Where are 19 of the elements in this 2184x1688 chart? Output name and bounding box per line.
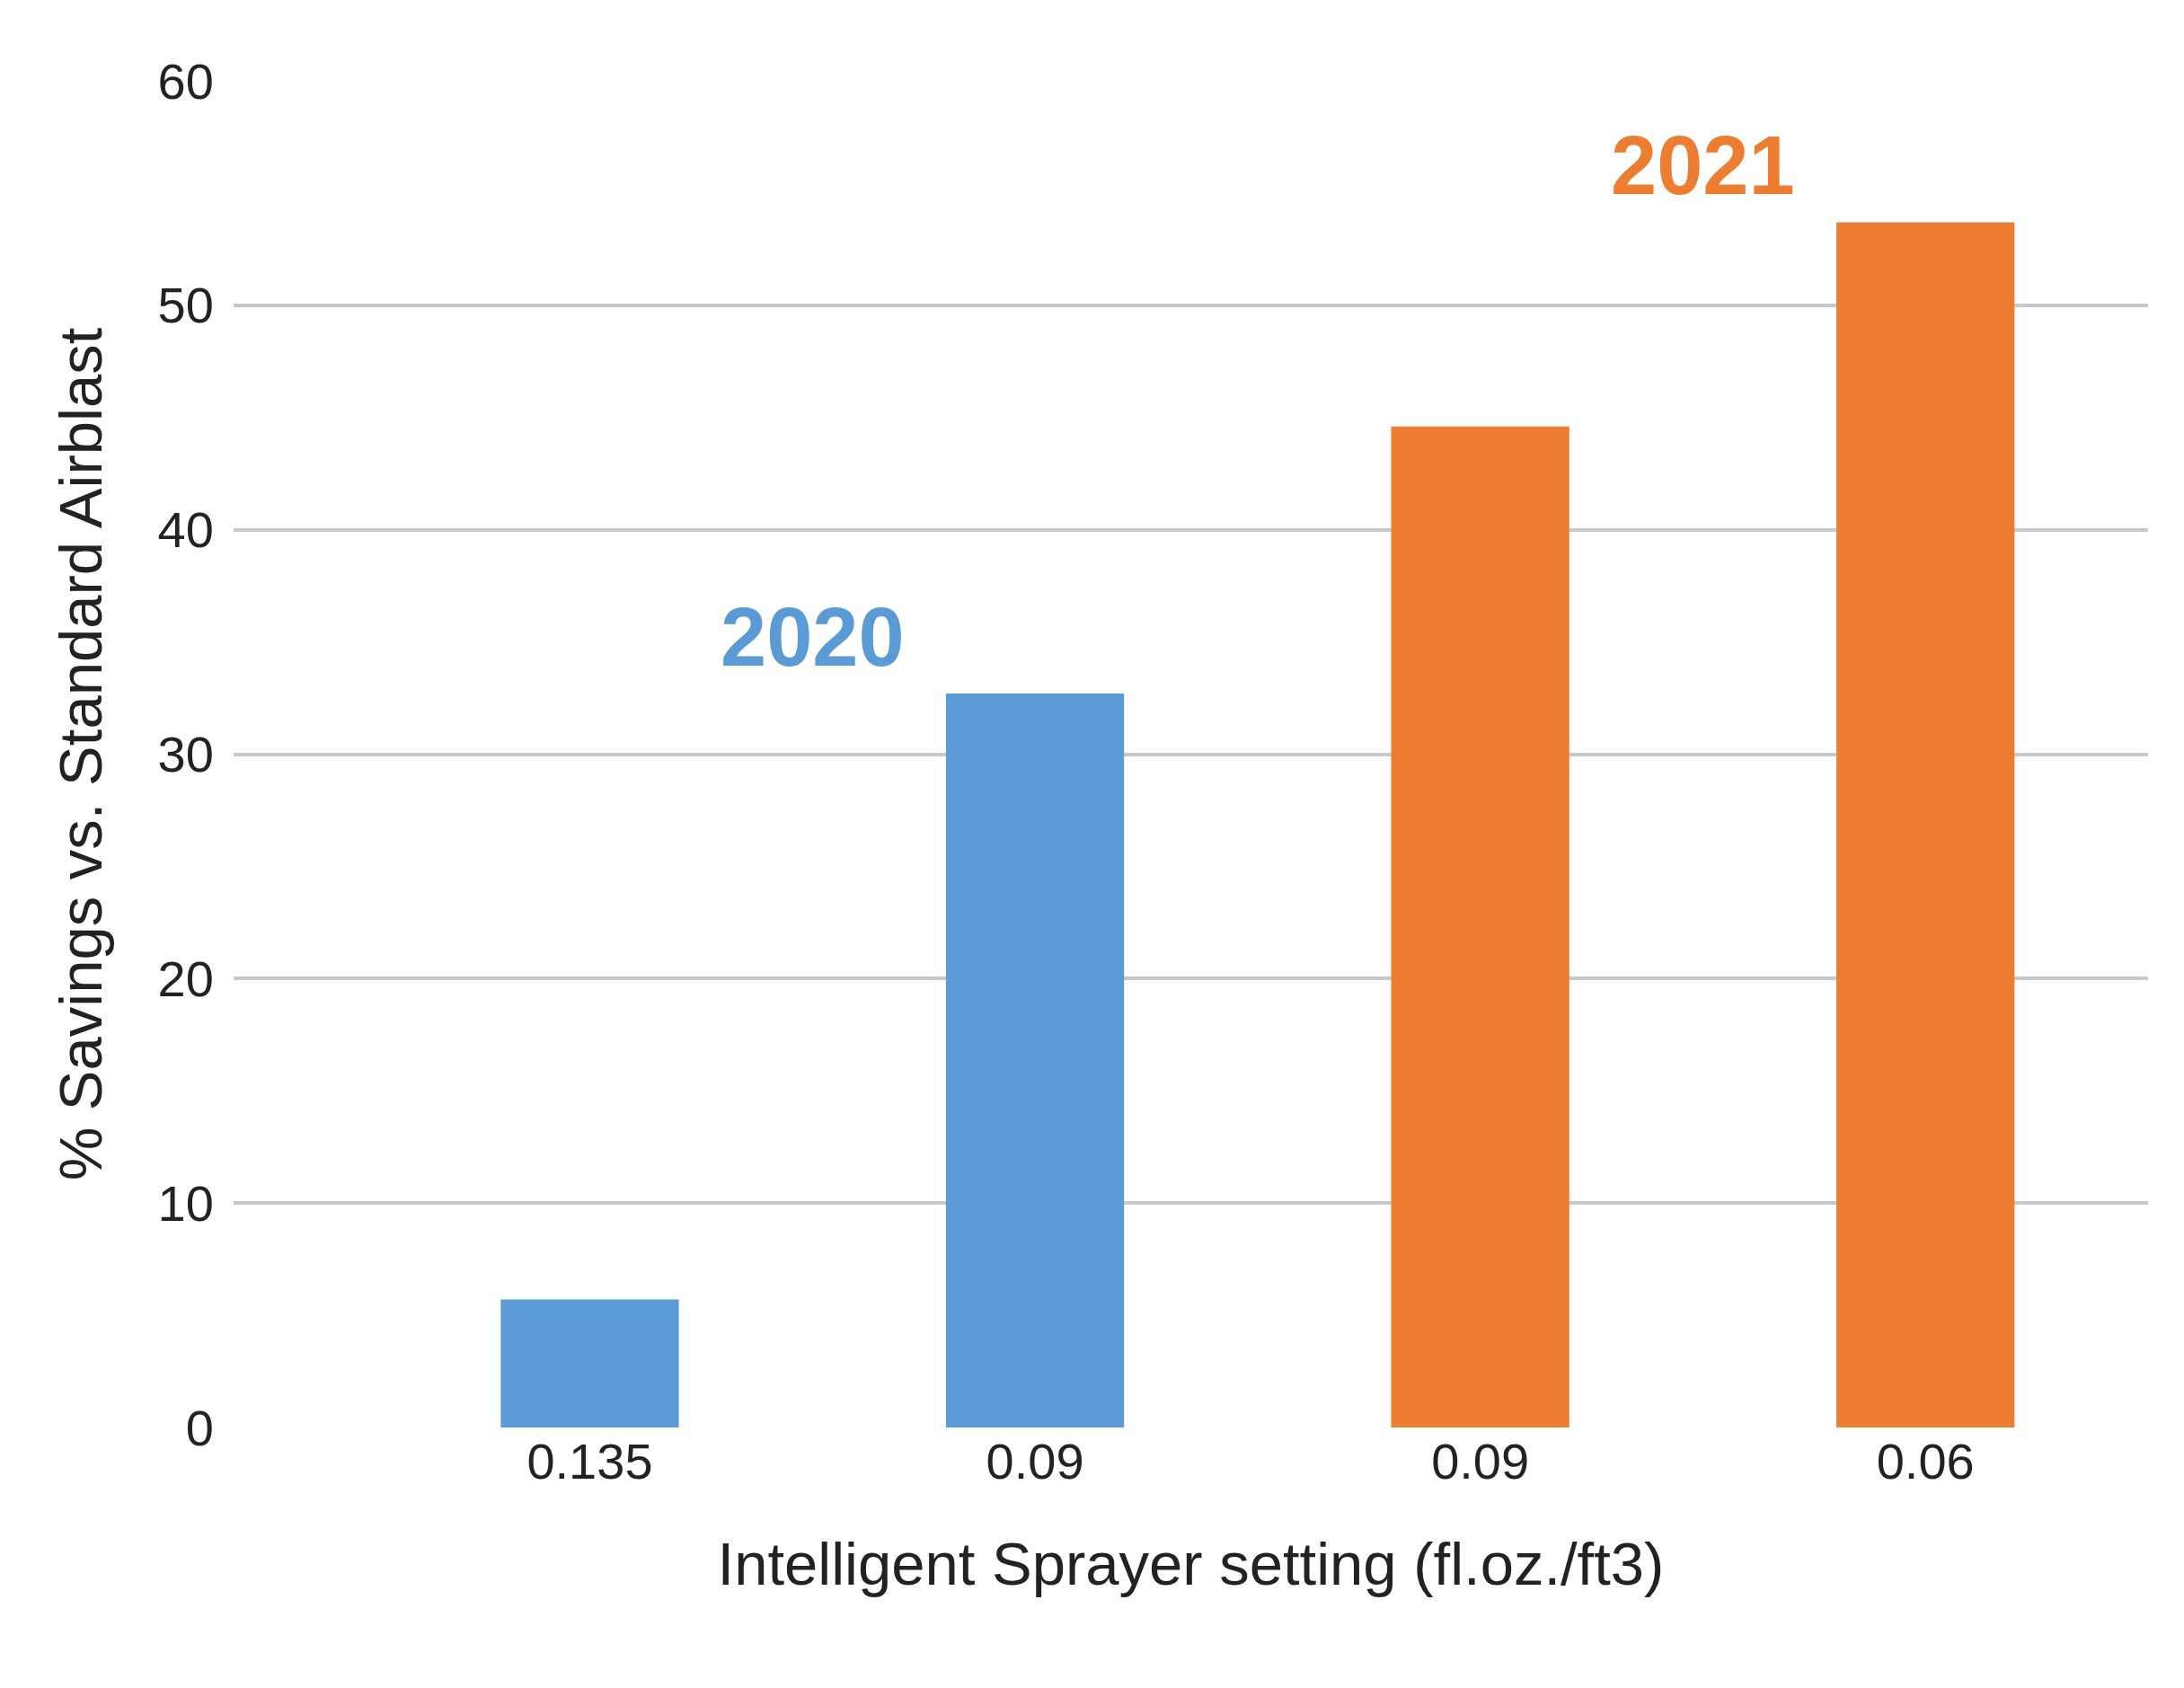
y-tick-label: 60 (157, 52, 214, 110)
x-axis-title: Intelligent Sprayer setting (fl.oz./ft3) (717, 1530, 1665, 1598)
series-label: 2021 (1611, 119, 1795, 211)
y-tick-label: 10 (157, 1174, 214, 1232)
y-tick-label: 40 (157, 501, 214, 559)
y-axis-title: % Savings vs. Standard Airblast (46, 327, 114, 1181)
bar (1836, 222, 2015, 1427)
x-tick-label: 0.135 (526, 1433, 653, 1489)
bar (945, 694, 1125, 1427)
series-label: 2020 (721, 591, 905, 683)
x-tick-label: 0.09 (1431, 1433, 1530, 1489)
y-tick-label: 30 (157, 726, 214, 783)
y-tick-label: 0 (185, 1399, 214, 1456)
x-tick-label: 0.09 (986, 1433, 1084, 1489)
y-tick-label: 50 (157, 277, 214, 334)
bar (1391, 426, 1569, 1427)
y-tick-label: 20 (157, 950, 214, 1007)
bar (500, 1299, 679, 1427)
x-tick-label: 0.06 (1876, 1433, 1975, 1489)
